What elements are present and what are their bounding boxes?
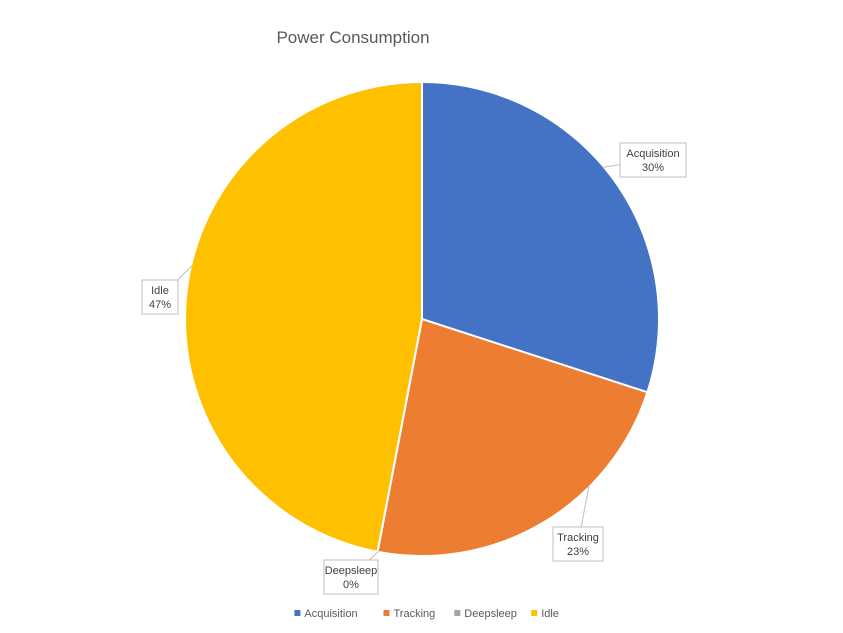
callout-tracking: Tracking 23% — [552, 485, 604, 562]
data-label-category: Tracking — [557, 532, 599, 544]
callout-idle: Idle 47% — [141, 265, 193, 315]
legend-item-acquisition: Acquisition — [294, 608, 358, 620]
data-label-category: Idle — [151, 285, 169, 297]
data-label-value: 47% — [149, 299, 171, 311]
callout-deepsleep: Deepsleep 0% — [323, 550, 380, 595]
callout-box — [619, 142, 687, 178]
legend-item-idle: Idle — [531, 608, 559, 620]
legend: Acquisition Tracking Deepsleep Idle — [294, 608, 559, 620]
slice-acquisition — [422, 83, 659, 392]
legend-item-tracking: Tracking — [383, 608, 436, 620]
legend-item-deepsleep: Deepsleep — [454, 608, 517, 620]
chart-title: Power Consumption — [276, 28, 430, 47]
legend-label: Deepsleep — [464, 608, 517, 620]
legend-label: Idle — [541, 608, 559, 620]
data-label-value: 30% — [642, 162, 664, 174]
legend-swatch — [454, 610, 461, 616]
legend-swatch — [383, 610, 390, 616]
callout-box — [141, 279, 179, 315]
legend-label: Tracking — [394, 608, 436, 620]
callout-acquisition: Acquisition 30% — [602, 142, 687, 178]
pie-slices — [186, 83, 659, 556]
slice-separator — [421, 318, 647, 393]
callout-box — [323, 559, 379, 595]
data-label-value: 0% — [343, 579, 359, 591]
legend-swatch — [531, 610, 538, 616]
legend-label: Acquisition — [304, 608, 357, 620]
slice-idle — [186, 83, 422, 551]
slice-separator — [376, 318, 423, 552]
data-label-category: Deepsleep — [325, 565, 378, 577]
data-label-value: 23% — [567, 546, 589, 558]
data-label-category: Acquisition — [626, 148, 679, 160]
legend-swatch — [294, 610, 301, 616]
callout-box — [552, 526, 604, 562]
slice-tracking — [377, 319, 647, 556]
data-labels: Acquisition 30% Tracking 23% Deepsleep 0% Idle… — [141, 142, 687, 595]
